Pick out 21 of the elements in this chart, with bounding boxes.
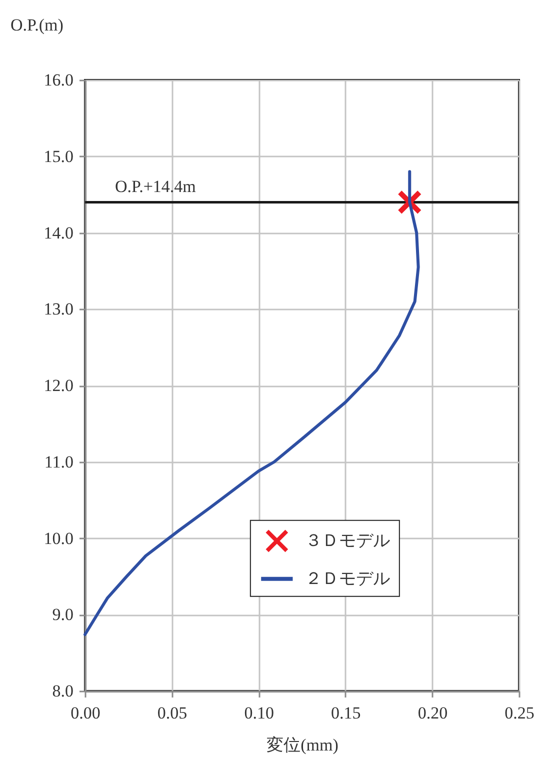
x-tick-label: 0.05: [157, 704, 188, 722]
x-tick-label: 0.00: [70, 704, 100, 722]
y-tick-label: 9.0: [52, 605, 74, 624]
y-tick-label: 14.0: [44, 223, 74, 242]
y-tick-label: 11.0: [44, 452, 74, 472]
y-tick-label: 8.0: [52, 682, 74, 700]
y-tick-label: 15.0: [44, 146, 74, 166]
y-tick-label: 13.0: [44, 300, 74, 319]
legend-label: ３Ｄモデル: [304, 530, 390, 550]
x-tick-label: 0.15: [331, 704, 361, 722]
y-tick-label: 12.0: [44, 376, 74, 395]
x-axis-title: 変位(mm): [266, 736, 338, 754]
legend-label: ２Ｄモデル: [304, 568, 390, 588]
ref-line-label: O.P.+14.4m: [115, 177, 196, 196]
x-tick-label: 0.20: [418, 704, 448, 722]
y-tick-label: 10.0: [44, 528, 74, 548]
line-series: [84, 170, 420, 636]
x-tick-label: 0.25: [504, 704, 534, 722]
x-tick-label: 0.10: [244, 704, 274, 722]
y-tick-label: 16.0: [44, 70, 74, 90]
y-axis-title: O.P.(m): [10, 16, 64, 34]
